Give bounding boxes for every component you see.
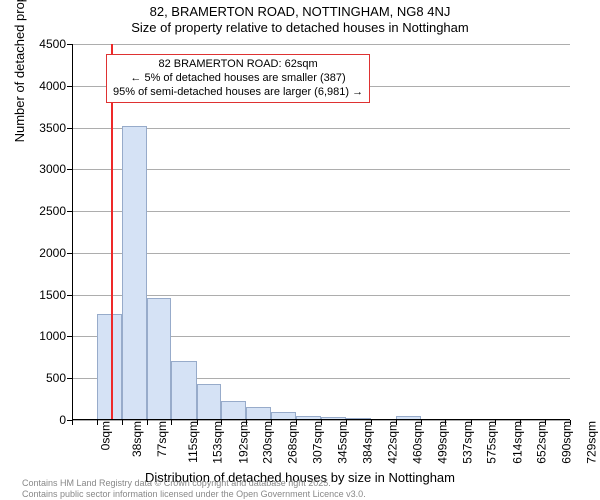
x-tick-label: 153sqm	[211, 421, 225, 464]
footer-line-1: Contains HM Land Registry data © Crown c…	[22, 478, 366, 489]
y-tick-label: 3500	[30, 121, 66, 135]
grid-line	[72, 128, 570, 129]
x-tick-label: 384sqm	[361, 421, 375, 464]
footer-line-2: Contains public sector information licen…	[22, 489, 366, 500]
x-tick-mark	[171, 420, 172, 425]
x-tick-mark	[246, 420, 247, 425]
x-tick-label: 230sqm	[261, 421, 275, 464]
chart-title-sub: Size of property relative to detached ho…	[0, 20, 600, 35]
x-tick-mark	[396, 420, 397, 425]
x-tick-label: 77sqm	[155, 421, 169, 457]
y-tick-label: 4000	[30, 79, 66, 93]
x-tick-label: 690sqm	[560, 421, 574, 464]
x-tick-mark	[147, 420, 148, 425]
grid-line	[72, 211, 570, 212]
x-tick-mark	[72, 420, 73, 425]
x-tick-label: 0sqm	[98, 421, 112, 450]
grid-line	[72, 44, 570, 45]
plot-area: 0500100015002000250030003500400045000sqm…	[72, 44, 570, 420]
histogram-bar	[197, 384, 222, 420]
histogram-bar	[97, 314, 122, 420]
x-axis-line	[72, 419, 570, 420]
x-tick-label: 537sqm	[460, 421, 474, 464]
x-tick-label: 460sqm	[410, 421, 424, 464]
x-tick-mark	[445, 420, 446, 425]
footer-attribution: Contains HM Land Registry data © Crown c…	[22, 478, 366, 500]
y-tick-label: 0	[30, 413, 66, 427]
x-tick-mark	[271, 420, 272, 425]
y-axis-line	[72, 44, 73, 420]
x-tick-label: 307sqm	[311, 421, 325, 464]
annotation-line: 95% of semi-detached houses are larger (…	[113, 86, 363, 100]
x-tick-label: 345sqm	[336, 421, 350, 464]
histogram-bar	[122, 126, 147, 420]
histogram-bar	[147, 298, 172, 420]
x-tick-mark	[296, 420, 297, 425]
x-tick-label: 192sqm	[236, 421, 250, 464]
x-tick-label: 422sqm	[386, 421, 400, 464]
histogram-chart: 82, BRAMERTON ROAD, NOTTINGHAM, NG8 4NJ …	[0, 0, 600, 500]
x-tick-mark	[371, 420, 372, 425]
x-tick-label: 729sqm	[585, 421, 599, 464]
x-tick-label: 115sqm	[185, 421, 199, 463]
x-tick-mark	[421, 420, 422, 425]
y-tick-label: 500	[30, 371, 66, 385]
x-tick-label: 38sqm	[130, 421, 144, 457]
annotation-line: ← 5% of detached houses are smaller (387…	[113, 72, 363, 86]
x-tick-mark	[495, 420, 496, 425]
x-tick-label: 499sqm	[436, 421, 450, 464]
y-tick-label: 4500	[30, 37, 66, 51]
x-tick-mark	[570, 420, 571, 425]
chart-title-main: 82, BRAMERTON ROAD, NOTTINGHAM, NG8 4NJ	[0, 4, 600, 19]
histogram-bar	[221, 401, 246, 420]
x-tick-mark	[545, 420, 546, 425]
x-tick-mark	[122, 420, 123, 425]
x-tick-mark	[221, 420, 222, 425]
x-tick-label: 575sqm	[485, 421, 499, 464]
annotation-line: 82 BRAMERTON ROAD: 62sqm	[113, 58, 363, 72]
grid-line	[72, 253, 570, 254]
annotation-box: 82 BRAMERTON ROAD: 62sqm← 5% of detached…	[106, 54, 370, 103]
x-tick-mark	[321, 420, 322, 425]
x-tick-label: 268sqm	[286, 421, 300, 464]
y-tick-label: 3000	[30, 162, 66, 176]
grid-line	[72, 169, 570, 170]
y-tick-label: 2000	[30, 246, 66, 260]
y-axis-label: Number of detached properties	[12, 0, 27, 142]
y-tick-label: 2500	[30, 204, 66, 218]
x-tick-mark	[97, 420, 98, 425]
x-tick-mark	[346, 420, 347, 425]
x-tick-mark	[471, 420, 472, 425]
x-tick-mark	[520, 420, 521, 425]
y-tick-label: 1500	[30, 288, 66, 302]
x-tick-label: 652sqm	[535, 421, 549, 464]
x-tick-mark	[197, 420, 198, 425]
y-tick-label: 1000	[30, 329, 66, 343]
grid-line	[72, 295, 570, 296]
x-tick-label: 614sqm	[510, 421, 524, 464]
histogram-bar	[171, 361, 196, 420]
